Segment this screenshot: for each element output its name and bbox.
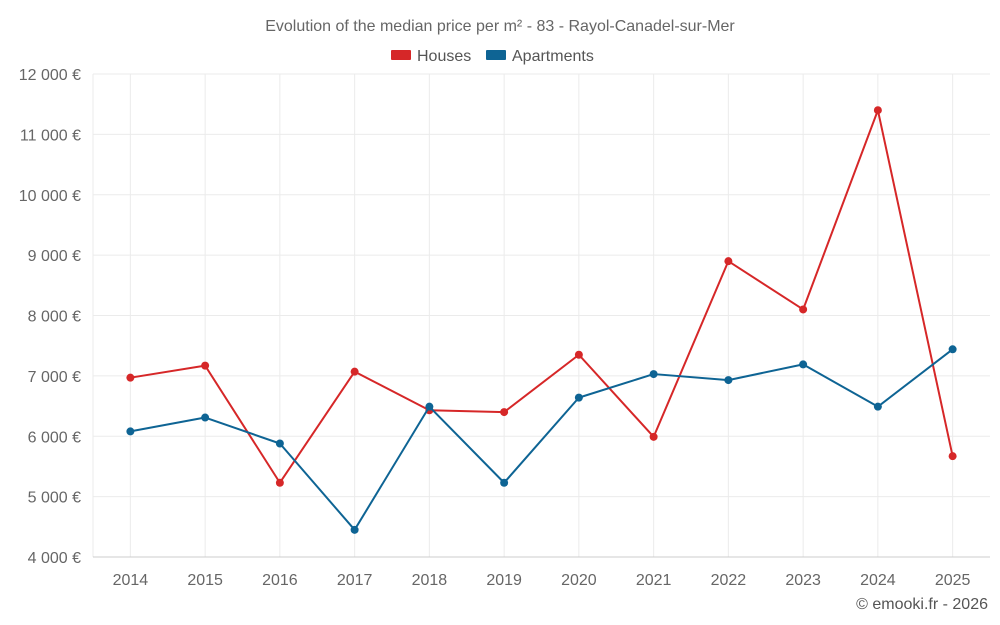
data-point-houses[interactable] [724, 257, 733, 266]
x-axis: 2014 2015 2016 2017 2018 2019 2020 2021 2022 2023… [93, 556, 990, 589]
data-point-houses[interactable] [126, 373, 135, 382]
chart-title: Evolution of the median price per m² - 8… [265, 18, 735, 35]
series-line-apartments [130, 348, 954, 531]
data-point-houses[interactable] [275, 478, 284, 487]
x-tick-label: 2020 [561, 572, 597, 589]
legend: Houses Apartments [391, 48, 594, 65]
y-tick-label: 7 000 € [28, 369, 81, 386]
data-point-houses[interactable] [500, 408, 509, 417]
x-tick-label: 2014 [113, 572, 149, 589]
x-tick-label: 2023 [785, 572, 821, 589]
data-point-apartments[interactable] [500, 478, 509, 487]
legend-item-apartments[interactable]: Apartments [486, 48, 594, 65]
data-point-houses[interactable] [201, 361, 210, 370]
data-point-apartments[interactable] [724, 376, 733, 385]
series-line-houses [130, 109, 954, 484]
series-houses [126, 106, 957, 487]
data-point-houses[interactable] [948, 452, 957, 461]
data-point-apartments[interactable] [799, 360, 808, 369]
legend-item-houses[interactable]: Houses [391, 48, 471, 65]
legend-label-apartments: Apartments [512, 48, 594, 65]
y-tick-label: 4 000 € [28, 550, 81, 567]
y-tick-label: 5 000 € [28, 490, 81, 507]
x-tick-label: 2025 [935, 572, 971, 589]
legend-swatch-houses [391, 50, 411, 60]
y-tick-label: 10 000 € [19, 188, 81, 205]
data-point-apartments[interactable] [649, 370, 658, 379]
x-tick-label: 2015 [187, 572, 223, 589]
y-tick-label: 12 000 € [19, 67, 81, 84]
data-point-apartments[interactable] [873, 402, 882, 411]
data-point-houses[interactable] [873, 106, 882, 115]
data-point-apartments[interactable] [275, 439, 284, 448]
x-tick-label: 2017 [337, 572, 373, 589]
data-point-apartments[interactable] [948, 345, 957, 354]
series [126, 106, 957, 534]
series-apartments [126, 345, 957, 534]
legend-label-houses: Houses [417, 48, 471, 65]
data-point-apartments[interactable] [201, 413, 210, 422]
x-tick-label: 2024 [860, 572, 896, 589]
y-axis: 4 000 € 5 000 € 6 000 € 7 000 € 8 000 € 9 000… [19, 67, 94, 567]
data-point-apartments[interactable] [350, 525, 359, 534]
y-tick-label: 6 000 € [28, 429, 81, 446]
x-tick-label: 2018 [412, 572, 448, 589]
grid [93, 73, 990, 558]
x-tick-label: 2019 [486, 572, 522, 589]
x-tick-label: 2022 [711, 572, 747, 589]
data-point-apartments[interactable] [425, 402, 434, 411]
data-point-apartments[interactable] [126, 427, 135, 436]
x-tick-label: 2016 [262, 572, 298, 589]
data-point-houses[interactable] [350, 367, 359, 376]
copyright-credit: © emooki.fr - 2026 [856, 596, 988, 613]
data-point-houses[interactable] [574, 350, 583, 359]
y-tick-label: 9 000 € [28, 248, 81, 265]
y-tick-label: 8 000 € [28, 309, 81, 326]
y-tick-label: 11 000 € [20, 127, 81, 144]
x-tick-label: 2021 [636, 572, 672, 589]
data-point-houses[interactable] [649, 432, 658, 441]
data-point-apartments[interactable] [574, 393, 583, 402]
data-point-houses[interactable] [799, 305, 808, 314]
legend-swatch-apartments [486, 50, 506, 60]
